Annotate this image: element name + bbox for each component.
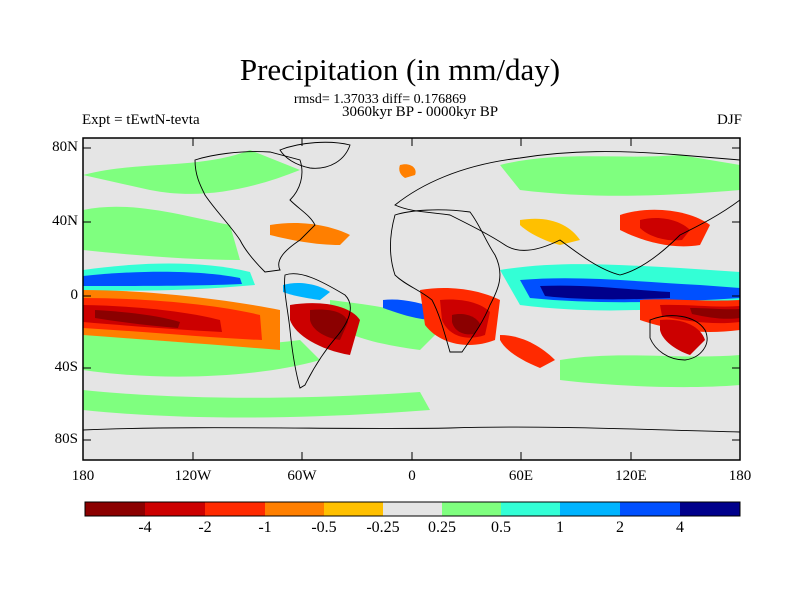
colorbar-label: 4: [676, 519, 684, 536]
x-tick-label: 0: [408, 468, 416, 484]
africa-outline: [390, 209, 501, 353]
anomaly-patch: [540, 285, 670, 300]
season-label: DJF: [716, 112, 742, 128]
colorbar-swatch: [85, 502, 145, 516]
anomaly-patch: [330, 300, 440, 350]
anomaly-patch: [310, 309, 348, 340]
greenland-outline: [279, 141, 351, 169]
stats-line: rmsd= 1.37033 diff= 0.176869: [293, 92, 467, 107]
x-tick-label: 180: [728, 468, 752, 484]
anomaly-patch: [520, 218, 580, 245]
period-line: 3060kyr BP - 0000kyr BP: [341, 104, 499, 120]
colorbar-swatch: [383, 502, 442, 516]
colorbar-label: -4: [138, 519, 152, 536]
colorbar-swatch: [442, 502, 501, 516]
anomaly-patch: [83, 150, 300, 194]
colorbar-label: 0.5: [491, 519, 511, 536]
anomaly-patch: [83, 330, 320, 377]
colorbar: [84, 501, 741, 517]
colorbar-swatch: [680, 502, 740, 516]
y-tick-label: 0: [70, 287, 79, 303]
y-tick-label: 40N: [52, 213, 78, 229]
anomaly-patch: [399, 164, 416, 178]
colorbar-label: -2: [198, 519, 212, 536]
plot-title: Precipitation (in mm/day): [239, 52, 561, 87]
colorbar-label: -0.5: [311, 519, 337, 536]
anomaly-patch: [283, 282, 330, 300]
colorbar-swatch: [205, 502, 265, 516]
south-america-outline: [284, 273, 351, 389]
axis-ticks: [82, 138, 741, 460]
x-tick-label: 120W: [174, 468, 212, 484]
experiment-label: Expt = tEwtN-tevta: [82, 112, 200, 128]
anomaly-patch: [83, 390, 430, 418]
anomaly-patch: [500, 155, 740, 196]
colorbar-label: -0.25: [366, 519, 400, 536]
colorbar-label: 2: [616, 519, 624, 536]
x-tick-label: 180: [71, 468, 95, 484]
colorbar-swatch: [145, 502, 205, 516]
y-tick-label: 80S: [54, 431, 78, 447]
colorbar-label: 1: [556, 519, 564, 536]
colorbar-swatch: [560, 502, 620, 516]
anomaly-patch: [690, 308, 740, 319]
anomaly-patch: [640, 218, 690, 241]
australia-outline: [649, 315, 708, 361]
anomaly-patch: [452, 314, 480, 335]
colorbar-swatch: [265, 502, 324, 516]
anomaly-patch: [500, 335, 555, 368]
colorbar-swatch: [620, 502, 680, 516]
x-tick-label: 60E: [508, 468, 534, 484]
field-layer: [83, 138, 740, 460]
anomaly-patch: [95, 310, 180, 328]
y-tick-label: 40S: [54, 359, 78, 375]
anomaly-patch: [83, 206, 240, 260]
colorbar-label: 0.25: [428, 519, 456, 536]
anomaly-patch: [660, 319, 705, 355]
x-tick-label: 120E: [615, 468, 647, 484]
coastlines: [83, 141, 740, 433]
y-tick-label: 80N: [52, 139, 78, 155]
antarctica-outline: [83, 426, 740, 433]
colorbar-swatch: [501, 502, 560, 516]
colorbar-swatch: [324, 502, 383, 516]
colorbar-frame: [84, 501, 741, 517]
anomaly-patch: [270, 223, 350, 245]
eurasia-outline: [394, 151, 740, 276]
anomaly-patch: [560, 355, 740, 388]
anomaly-patch: [83, 271, 242, 286]
north-america-outline: [194, 151, 316, 273]
colorbar-label: -1: [258, 519, 272, 536]
x-tick-label: 60W: [287, 468, 317, 484]
